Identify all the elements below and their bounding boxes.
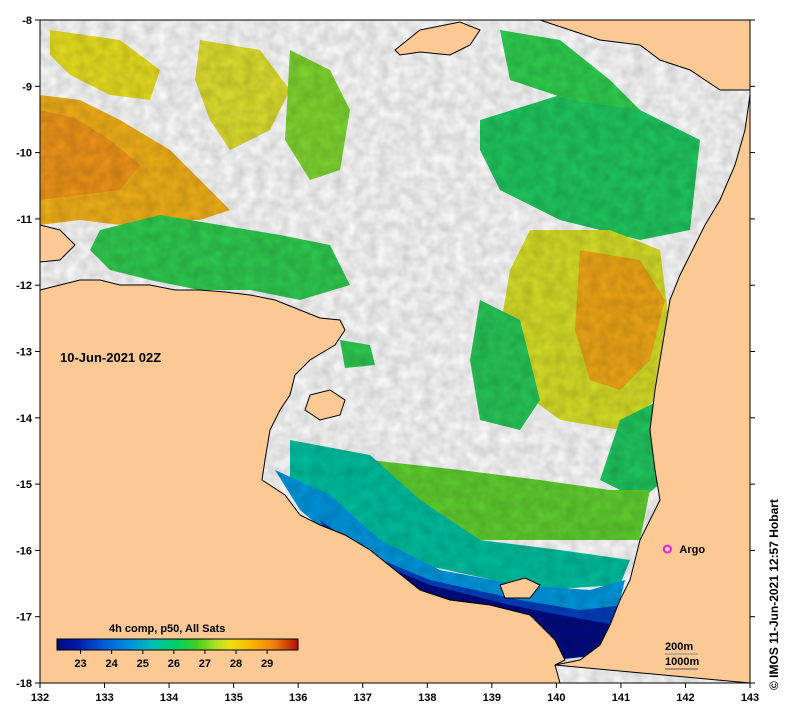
colorbar-tick-label: 28 <box>230 658 242 670</box>
colorbar-ticks: 23 24 25 26 27 28 29 <box>74 650 273 670</box>
lon-tick-label: 143 <box>741 692 759 704</box>
colorbar-tick-label: 27 <box>199 658 211 670</box>
colorbar-tick-label: 23 <box>74 658 86 670</box>
lat-tick-label: -18 <box>16 678 32 690</box>
lat-tick-label: -14 <box>16 413 33 425</box>
lon-tick-label: 137 <box>354 692 372 704</box>
lon-tick-label: 139 <box>483 692 501 704</box>
lat-tick-label: -11 <box>17 214 32 226</box>
land-island-nw <box>40 224 76 263</box>
contour-label-1000m: 1000m <box>665 656 699 668</box>
lat-tick-label: -16 <box>16 545 32 557</box>
lon-tick-label: 140 <box>547 692 565 704</box>
lat-axis: -8 -9 -10 -11 -12 -13 -14 -15 -16 -17 -18 <box>16 15 755 690</box>
credit-label: © IMOS 11-Jun-2021 12:57 Hobart <box>767 499 781 690</box>
colorbar-tick-label: 25 <box>137 658 149 670</box>
lon-tick-label: 138 <box>418 692 436 704</box>
lat-tick-label: -15 <box>16 479 32 491</box>
argo-label: Argo <box>679 544 705 556</box>
lat-tick-label: -9 <box>22 81 32 93</box>
lat-tick-label: -8 <box>22 15 32 27</box>
colorbar-tick-label: 29 <box>261 658 273 670</box>
lon-tick-label: 142 <box>676 692 694 704</box>
land-layer <box>40 20 750 683</box>
lon-axis: 132 133 134 135 136 137 138 139 140 141 142 143 <box>31 683 759 704</box>
land-arnhem <box>40 279 566 683</box>
colorbar-tick-label: 24 <box>106 658 119 670</box>
colorbar-gradient <box>56 638 299 651</box>
lon-tick-label: 136 <box>289 692 307 704</box>
land-mornington <box>499 577 541 599</box>
land-cape-york <box>554 94 750 683</box>
lon-tick-label: 134 <box>160 692 179 704</box>
lat-tick-label: -17 <box>16 612 32 624</box>
colorbar-title: 4h comp, p50, All Sats <box>109 623 225 635</box>
lat-tick-label: -10 <box>16 148 32 160</box>
contour-label-200m: 200m <box>665 641 693 653</box>
land-new-guinea-ne <box>539 20 750 91</box>
argo-float[interactable]: Argo <box>662 544 705 556</box>
colorbar: 4h comp, p50, All Sats 23 24 25 26 27 28 29 <box>56 623 299 670</box>
lon-tick-label: 133 <box>95 692 113 704</box>
lat-tick-label: -12 <box>16 280 32 292</box>
lon-tick-label: 141 <box>612 692 630 704</box>
lat-tick-label: -13 <box>16 347 32 359</box>
date-label: 10-Jun-2021 02Z <box>60 350 161 365</box>
lon-tick-label: 132 <box>31 692 49 704</box>
lon-tick-label: 135 <box>224 692 242 704</box>
land-new-guinea <box>394 21 481 56</box>
colorbar-tick-label: 26 <box>168 658 180 670</box>
land-groote-eylandt <box>304 389 346 421</box>
argo-marker-icon[interactable] <box>662 544 672 554</box>
